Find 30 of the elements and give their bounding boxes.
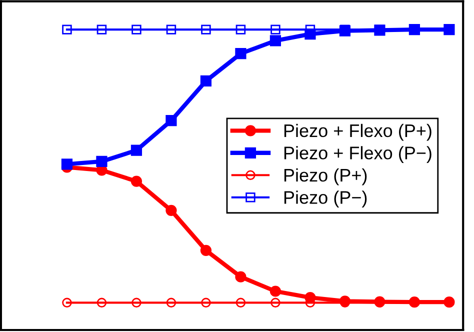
legend-label: Piezo + Flexo (P+) [284,124,432,141]
point [235,48,246,60]
point [130,144,142,156]
legend-label: Piezo + Flexo (P−) [284,146,432,163]
point [62,298,72,308]
point [61,158,73,170]
point [201,24,211,34]
point [166,298,176,308]
legend-label: Piezo (P−) [284,190,367,208]
point [236,24,246,34]
point [270,298,280,308]
point [201,298,211,308]
point [166,115,177,126]
point [235,271,246,282]
point [166,24,176,34]
point [62,24,72,34]
point [200,75,212,86]
point [96,156,108,168]
point [96,298,107,308]
point [270,24,280,34]
point [270,35,282,46]
point [200,244,212,256]
point [132,298,142,308]
point [270,286,282,297]
point [96,24,107,34]
point [166,204,177,216]
point [130,176,142,187]
point [236,298,246,308]
point [132,24,142,34]
legend-label: Piezo (P+) [284,168,367,186]
